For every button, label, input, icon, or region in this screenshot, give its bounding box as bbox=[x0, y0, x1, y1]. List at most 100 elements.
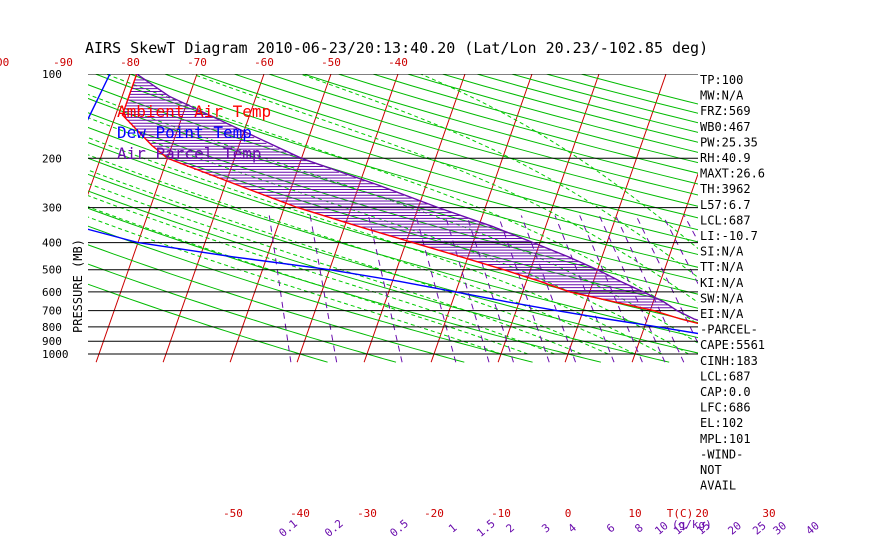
bottom-temp-tick-label: 10 bbox=[628, 507, 641, 520]
pressure-tick-label: 200 bbox=[42, 152, 62, 165]
mixing-ratio-line bbox=[466, 215, 514, 363]
dry-adiabat bbox=[88, 263, 397, 363]
stat-item: CINH:183 bbox=[700, 354, 758, 368]
pressure-tick-label: 600 bbox=[42, 286, 62, 299]
dry-adiabat bbox=[88, 173, 698, 354]
pressure-tick-label: 700 bbox=[42, 305, 62, 318]
mixing-ratio-label: 0.1 bbox=[276, 517, 300, 540]
top-temp-tick-label: -40 bbox=[388, 56, 408, 69]
legend-item: Dew Point Temp bbox=[117, 123, 252, 142]
dry-adiabat bbox=[88, 244, 465, 363]
moist-adiabat bbox=[88, 169, 609, 355]
top-temp-tick-label: -100 bbox=[0, 56, 9, 69]
stat-item: EL:102 bbox=[700, 416, 743, 430]
bottom-temp-tick-label: 30 bbox=[762, 507, 775, 520]
top-temp-tick-label: -70 bbox=[187, 56, 207, 69]
isotherm-line bbox=[564, 74, 667, 363]
dry-adiabat bbox=[88, 84, 698, 268]
dry-adiabat bbox=[475, 74, 698, 133]
stat-item: SI:N/A bbox=[700, 245, 744, 259]
stat-item: KI:N/A bbox=[700, 276, 744, 290]
dewpoint-line bbox=[88, 74, 698, 335]
mixing-ratio-label: 40 bbox=[803, 519, 822, 537]
bottom-temp-tick-label: -30 bbox=[357, 507, 377, 520]
moist-adiabat bbox=[88, 195, 555, 355]
isotherm-line bbox=[833, 68, 870, 362]
mixing-ratio-line bbox=[598, 215, 666, 363]
moist-adiabat bbox=[88, 206, 528, 355]
mixing-ratio-line bbox=[579, 215, 643, 363]
mixing-ratio-line bbox=[520, 215, 577, 363]
moist-adiabat bbox=[88, 154, 636, 355]
stat-item: MPL:101 bbox=[700, 432, 751, 446]
bottom-temp-tick-label: -20 bbox=[424, 507, 444, 520]
mixing-ratio-line bbox=[554, 215, 615, 363]
pressure-tick-label: 800 bbox=[42, 321, 62, 334]
stat-item: CAP:0.0 bbox=[700, 385, 751, 399]
sounding-lines bbox=[88, 74, 698, 335]
mixing-ratio-line bbox=[415, 215, 457, 363]
mixing-ratio-label: 30 bbox=[771, 519, 790, 537]
stat-item: LFC:686 bbox=[700, 401, 751, 415]
stat-item: AVAIL bbox=[700, 479, 736, 493]
isotherm-line bbox=[0, 68, 65, 362]
moist-adiabat bbox=[192, 74, 698, 303]
dry-adiabat bbox=[88, 97, 698, 282]
stat-item: CAPE:5561 bbox=[700, 338, 765, 352]
top-temperature-axis: -120-110-100-90-80-70-60-50-40 bbox=[0, 56, 408, 69]
dry-adiabat bbox=[88, 283, 328, 363]
moist-adiabat bbox=[300, 74, 698, 278]
isotherm-line bbox=[497, 74, 600, 363]
mixing-ratio-axis: 0.1 0.2 0.5 1 1.5 2 3 4 6 8 10 12 15 20 25 30 40(g/kg) bbox=[276, 517, 821, 540]
bottom-temp-tick-label: 0 bbox=[565, 507, 572, 520]
pressure-tick-label: 1000 bbox=[42, 348, 69, 361]
top-temp-tick-label: -80 bbox=[120, 56, 140, 69]
top-temp-tick-label: -60 bbox=[254, 56, 274, 69]
stat-item: RH:40.9 bbox=[700, 151, 751, 165]
isotherm-line bbox=[229, 74, 332, 363]
bottom-temp-tick-label: -50 bbox=[223, 507, 243, 520]
dry-adiabat bbox=[267, 74, 698, 196]
dry-adiabat bbox=[88, 207, 602, 363]
bottom-temp-tick-label: -40 bbox=[290, 507, 310, 520]
mixing-ratio-label: 0.2 bbox=[322, 517, 346, 540]
isotherm-line bbox=[631, 172, 698, 363]
mixing-ratio-label: 1.5 bbox=[474, 517, 498, 540]
isotherm-line bbox=[88, 74, 131, 196]
mixing-ratio-label: 1 bbox=[446, 521, 459, 535]
stat-item: LCL:687 bbox=[700, 369, 751, 383]
mixing-ratio-line bbox=[309, 215, 338, 363]
dry-adiabat bbox=[88, 112, 698, 295]
legend-item: Ambient Air Temp bbox=[117, 102, 271, 121]
pressure-tick-label: 300 bbox=[42, 202, 62, 215]
stat-item: PW:25.35 bbox=[700, 135, 758, 149]
stat-item: NOT bbox=[700, 463, 722, 477]
mixing-ratio-line bbox=[367, 215, 403, 363]
stat-item: TT:N/A bbox=[700, 260, 744, 274]
isotherm-line bbox=[766, 68, 869, 362]
top-temp-tick-label: -90 bbox=[53, 56, 73, 69]
bottom-temperature-axis: -50 -40 -30 -20 -10 0 10 20 30 T(C) bbox=[223, 507, 776, 520]
isotherm-line bbox=[162, 74, 265, 363]
dry-adiabat bbox=[232, 74, 698, 207]
dry-adiabat bbox=[88, 225, 533, 363]
ambient-temp-line bbox=[121, 74, 698, 325]
mixing-ratio-label: 25 bbox=[750, 519, 769, 537]
stat-item: L57:6.7 bbox=[700, 198, 751, 212]
temp-axis-label: T(C) bbox=[667, 507, 694, 520]
mixing-ratio-line bbox=[444, 215, 490, 363]
mixing-ratio-label: 20 bbox=[725, 519, 744, 537]
stat-item: EI:N/A bbox=[700, 307, 744, 321]
dry-adiabat bbox=[88, 157, 698, 339]
isotherm-line bbox=[95, 74, 198, 363]
bottom-temp-tick-label: -10 bbox=[491, 507, 511, 520]
dry-adiabat bbox=[88, 190, 670, 363]
mixing-ratio-label: 6 bbox=[604, 521, 617, 535]
stat-item: -PARCEL- bbox=[700, 323, 758, 337]
top-temp-tick-label: -50 bbox=[321, 56, 341, 69]
parcel-line bbox=[136, 74, 698, 322]
stat-item: LI:-10.7 bbox=[700, 229, 758, 243]
